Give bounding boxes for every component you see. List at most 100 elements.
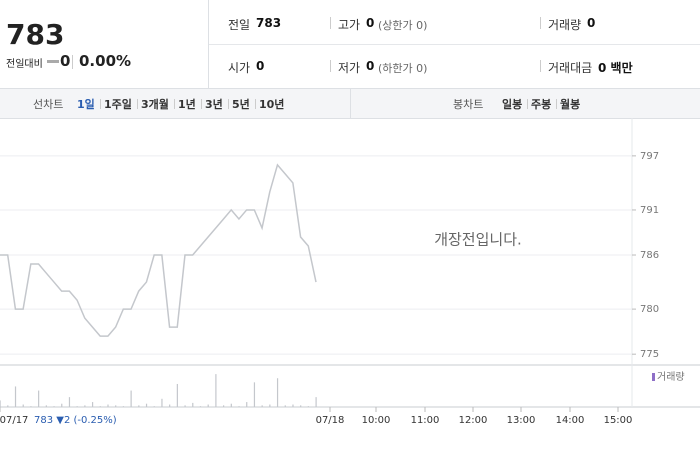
change-label: 전일대비 (6, 59, 43, 70)
volume-bar (276, 378, 279, 407)
volume-bar (253, 382, 256, 407)
volume-bar (76, 406, 78, 407)
volume-bar (153, 406, 155, 407)
sep (540, 60, 541, 72)
quote-box: 783 전일대비 0 0.00% (0, 0, 209, 89)
volume-bar (130, 390, 132, 407)
sep (540, 17, 541, 29)
volume-bar (315, 397, 317, 407)
sep (72, 55, 73, 69)
volume-bar (7, 405, 9, 407)
tab[interactable]: 월봉 (560, 98, 581, 111)
tab[interactable]: 5년 (232, 98, 250, 111)
tab-sep (255, 99, 256, 109)
tab-sep (556, 99, 557, 109)
volume-bar (246, 402, 248, 407)
stat-value: 0 (256, 59, 265, 73)
tab[interactable]: 3년 (205, 98, 223, 111)
sep (330, 60, 331, 72)
row-sep (209, 44, 700, 45)
volume-bar (169, 404, 171, 407)
x-tick-label: 07/18 (316, 415, 345, 426)
x-tick-label: 11:00 (411, 415, 440, 426)
volume-bar (215, 374, 217, 407)
stat-value: 0 백만 (598, 61, 633, 75)
volume-bar (199, 406, 202, 407)
volume-bar (292, 404, 294, 407)
stat-label: 전일 (228, 18, 251, 32)
volume-bar (161, 398, 163, 407)
volume-bar (145, 403, 148, 407)
volume-bar (122, 406, 125, 407)
tab-sep (137, 99, 138, 109)
tab-sep (350, 89, 351, 118)
x-tick-label: 14:00 (556, 415, 585, 426)
x-tick-label: 12:00 (459, 415, 488, 426)
tab-bar: 선차트 봉차트 1일 1주일 3개월 1년 3년 5년 10년 일봉 주봉 월봉 (0, 89, 700, 119)
tab[interactable]: 1일 (77, 98, 95, 111)
tab[interactable]: 일봉 (502, 98, 523, 111)
volume-bar (115, 405, 117, 407)
sep (330, 17, 331, 29)
row-sep (209, 88, 700, 89)
tab-sep (201, 99, 202, 109)
tab[interactable]: 1주일 (104, 98, 132, 111)
change: 0 (60, 52, 71, 70)
tab-sep (100, 99, 101, 109)
stat-label: 저가 (338, 61, 361, 75)
annotation: 783 ▼2 (-0.25%) (34, 415, 117, 426)
tab-sep (174, 99, 175, 109)
flat-icon (47, 60, 59, 63)
stat-label: 거래대금 (548, 61, 593, 75)
change-pct: 0.00% (79, 52, 132, 70)
legend-label: 거래량 (657, 371, 685, 383)
volume-bar (99, 406, 101, 407)
x-tick-label: 10:00 (362, 415, 391, 426)
volume-bar (14, 386, 17, 407)
stat-label: 시가 (228, 61, 251, 75)
chart: 개장전입니다. 783 ▼2 (-0.25%) 거래량 775 780 786 791… (0, 118, 700, 426)
volume-bar (184, 405, 186, 407)
volume-bar (230, 403, 232, 407)
volume-bar (238, 406, 240, 407)
y-tick-label: 797 (640, 151, 659, 162)
volume-bar (207, 404, 209, 407)
volume-bar (45, 405, 47, 407)
x-tick-label: 07/17 (0, 415, 28, 426)
price-line (0, 163, 317, 337)
volume-bar (307, 406, 309, 407)
stat-note: (상한가 0) (378, 19, 428, 32)
volume-bar (284, 405, 286, 407)
volume-bar (53, 406, 55, 407)
legend-swatch (652, 373, 655, 381)
volume-bar (38, 390, 40, 407)
stat-value: 0 (366, 16, 375, 30)
volume-bar (269, 404, 271, 407)
tab[interactable]: 주봉 (531, 98, 552, 111)
tab-sep (527, 99, 528, 109)
y-tick-label: 775 (640, 349, 659, 360)
stat-value: 783 (256, 16, 282, 30)
volume-bar (261, 405, 263, 407)
tab[interactable]: 10년 (259, 98, 285, 111)
volume-bar (300, 405, 302, 407)
stat-label: 고가 (338, 18, 361, 32)
tab-label: 선차트 (33, 98, 64, 111)
stat-value: 0 (366, 59, 375, 73)
volume-bar (30, 406, 32, 407)
y-tick-label: 780 (640, 304, 659, 315)
y-tick-label: 791 (640, 205, 659, 216)
volume-bar (68, 397, 71, 407)
volume-bar (22, 404, 24, 407)
stat-value: 0 (587, 16, 596, 30)
tab[interactable]: 3개월 (141, 98, 169, 111)
volume-bar (91, 402, 94, 407)
volume-bar (0, 400, 1, 407)
tab-sep (228, 99, 229, 109)
message: 개장전입니다. (434, 231, 522, 249)
stat-note: (하한가 0) (378, 62, 428, 75)
tab[interactable]: 1년 (178, 98, 196, 111)
volume-bar (138, 405, 140, 407)
tab-label: 봉차트 (453, 98, 484, 111)
